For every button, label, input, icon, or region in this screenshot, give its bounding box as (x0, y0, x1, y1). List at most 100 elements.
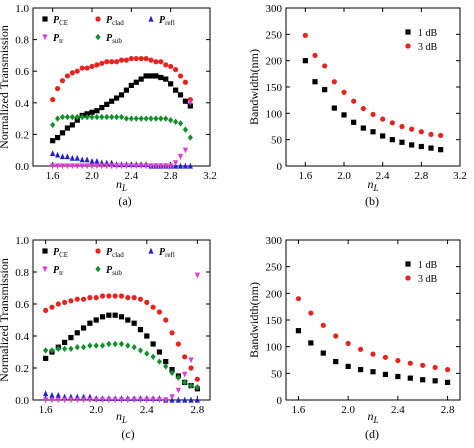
data-point (150, 341, 156, 347)
data-point (187, 134, 193, 141)
data-point (109, 59, 115, 65)
series-tr (43, 272, 200, 404)
data-point (322, 63, 328, 69)
data-point (106, 293, 112, 299)
data-point (150, 397, 156, 404)
x-tick-label: 3.2 (203, 170, 217, 182)
data-point (131, 397, 137, 404)
data-point (87, 397, 93, 404)
data-point (93, 295, 99, 301)
data-point (50, 97, 56, 103)
data-point (69, 154, 75, 161)
y-tick-label: 1.0 (15, 235, 29, 247)
data-point (177, 120, 184, 127)
legend-label: Ptr (53, 265, 64, 277)
y-tick-label: 250 (266, 29, 283, 41)
data-point (399, 123, 405, 130)
legend: 1 dB 3 dB (405, 28, 438, 53)
data-point (104, 59, 110, 65)
data-point (131, 320, 137, 326)
data-point (351, 98, 357, 104)
data-point (59, 113, 66, 121)
y-tick-label: 0.6 (15, 299, 29, 311)
data-point (50, 138, 56, 144)
data-point (345, 363, 351, 369)
x-tick-label: 2.8 (164, 170, 178, 182)
series-sub (50, 113, 193, 141)
data-point (104, 101, 110, 107)
data-point (360, 125, 366, 131)
data-point (55, 392, 61, 398)
panel-caption: (a) (118, 194, 131, 208)
x-tick-label: 2.4 (391, 404, 405, 416)
data-point (49, 304, 55, 310)
y-tick-label: 0.0 (15, 161, 29, 173)
y-tick-label: 200 (266, 56, 283, 68)
data-point (182, 147, 189, 154)
data-point (169, 394, 175, 400)
data-point (138, 76, 144, 82)
x-tick-label: 2.8 (190, 404, 204, 416)
x-tick-label: 2.0 (341, 404, 355, 416)
data-point (172, 118, 179, 125)
data-point (153, 73, 159, 79)
legend-label: Psub (106, 265, 122, 277)
chart-panel-3: 1.6 2.0 2.4 2.8 0.0 0.2 0.4 0.6 0.8 1.0 nL Normaliz… (0, 235, 211, 441)
legend-label: Psub (106, 33, 122, 45)
data-point (156, 309, 163, 315)
data-point (64, 125, 71, 131)
data-point (68, 298, 74, 304)
data-point (113, 163, 120, 170)
data-point (302, 58, 308, 64)
data-point (99, 163, 105, 170)
data-point (144, 397, 150, 404)
data-point (357, 367, 364, 373)
data-point (69, 70, 75, 76)
data-point (99, 397, 106, 404)
y-axis-label: Normalized Transmission (0, 25, 11, 149)
data-point (64, 153, 71, 160)
data-point (194, 384, 200, 391)
data-point (143, 115, 149, 122)
data-point (118, 113, 125, 121)
legend-label: 1 dB (418, 28, 438, 39)
data-point (360, 105, 366, 112)
data-point (118, 163, 125, 170)
data-point (113, 59, 120, 65)
y-tick-label: 100 (266, 342, 283, 354)
data-point (182, 371, 188, 378)
data-point (94, 113, 100, 121)
y-tick-label: 0.8 (15, 35, 29, 47)
data-point (370, 129, 376, 135)
data-point (168, 116, 174, 124)
data-point (187, 100, 193, 106)
legend-marker (95, 248, 101, 254)
data-point (43, 307, 49, 313)
data-point (118, 57, 125, 63)
data-point (194, 272, 200, 279)
data-point (138, 163, 144, 170)
data-point (333, 333, 339, 339)
legend: PCE Pclad Prefl Ptr Psub (42, 247, 175, 277)
data-point (49, 347, 55, 354)
series-clad (43, 293, 200, 382)
data-point (55, 301, 61, 307)
data-point (395, 373, 401, 380)
data-point (138, 55, 144, 62)
data-point (418, 129, 424, 135)
data-point (182, 79, 189, 85)
data-point (188, 396, 194, 403)
data-point (94, 62, 100, 68)
data-point (54, 151, 61, 158)
data-point (175, 396, 181, 403)
data-point (182, 396, 188, 403)
data-point (79, 163, 85, 170)
data-point (169, 330, 175, 336)
x-tick-label: 2.8 (441, 404, 455, 416)
data-point (93, 397, 99, 404)
data-point (407, 360, 413, 366)
data-point (49, 392, 55, 398)
legend-marker (95, 16, 101, 22)
series-tr (50, 100, 193, 170)
